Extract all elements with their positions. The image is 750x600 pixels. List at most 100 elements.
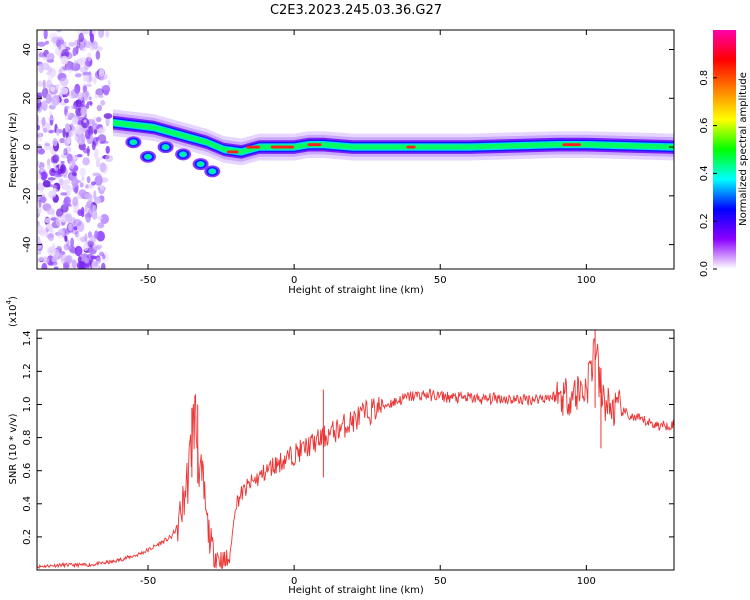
noise-speckle — [65, 123, 71, 133]
noise-speckle — [60, 55, 69, 65]
noise-speckle — [60, 153, 69, 159]
noise-speckle — [37, 80, 43, 87]
noise-speckle — [49, 110, 53, 118]
noise-speckle — [38, 63, 44, 74]
snr-line — [37, 337, 674, 570]
noise-speckle — [91, 181, 96, 186]
noise-speckle — [65, 146, 72, 153]
noise-speckle — [78, 32, 85, 43]
spectrogram-xlabel: Height of straight line (km) — [288, 285, 424, 296]
noise-speckle — [87, 231, 93, 239]
noise-speckle — [95, 50, 101, 60]
noise-speckle — [74, 73, 82, 78]
noise-speckle — [84, 129, 92, 140]
noise-speckle — [90, 255, 97, 260]
noise-speckle — [100, 214, 109, 224]
noise-speckle — [73, 226, 78, 231]
noise-speckle — [82, 85, 88, 93]
noise-speckle — [37, 103, 43, 113]
noise-speckle — [91, 210, 98, 220]
y-tick-label: 0.2 — [22, 529, 33, 545]
noise-speckle — [42, 256, 50, 264]
y-tick-label: -20 — [22, 188, 33, 204]
noise-speckle — [51, 95, 60, 106]
noise-speckle — [77, 134, 86, 140]
noise-speckle — [74, 63, 81, 71]
noise-speckle — [68, 244, 75, 253]
noise-speckle — [64, 213, 73, 223]
noise-speckle — [37, 124, 40, 131]
noise-speckle — [47, 117, 55, 121]
noise-speckle — [37, 259, 40, 264]
noise-speckle — [85, 83, 92, 87]
noise-speckle — [62, 261, 70, 269]
colorbar-tick-label: 0.8 — [699, 70, 710, 86]
noise-speckle — [100, 140, 109, 144]
noise-speckle — [50, 86, 56, 92]
noise-speckle — [71, 125, 75, 132]
noise-speckle — [88, 41, 96, 46]
noise-speckle — [63, 179, 71, 185]
noise-speckle — [68, 223, 73, 232]
noise-speckle — [60, 87, 69, 95]
noise-speckle — [62, 127, 66, 138]
x-tick-label: 100 — [577, 576, 596, 587]
noise-speckle — [37, 206, 42, 215]
noise-speckle — [44, 142, 51, 147]
noise-speckle — [96, 216, 103, 220]
noise-speckle — [49, 32, 58, 40]
noise-speckle — [99, 251, 104, 257]
snr-multiplier-base: (x10 — [8, 304, 19, 327]
branch-blob — [163, 145, 168, 149]
noise-speckle — [97, 173, 103, 185]
noise-speckle — [94, 230, 99, 239]
noise-speckle — [71, 171, 78, 177]
noise-speckle — [56, 30, 62, 33]
noise-speckle — [63, 41, 67, 47]
noise-speckle — [47, 246, 56, 256]
spectrogram-ylabel: Frequency (Hz) — [8, 112, 19, 188]
noise-speckle — [98, 30, 105, 39]
snr-ylabel: SNR (10 * v/v) — [8, 413, 19, 484]
noise-speckle — [59, 219, 66, 223]
noise-speckle — [83, 119, 87, 123]
noise-speckle — [63, 148, 68, 156]
noise-speckle — [78, 92, 82, 96]
noise-speckle — [78, 57, 88, 63]
noise-speckle — [82, 157, 90, 166]
noise-speckle — [66, 239, 70, 247]
noise-speckle — [47, 158, 51, 167]
noise-speckle — [95, 136, 100, 142]
ridge-core — [406, 145, 416, 149]
noise-speckle — [48, 97, 52, 102]
y-tick-label: -40 — [22, 236, 33, 252]
y-tick-label: 20 — [22, 92, 33, 105]
noise-speckle — [93, 148, 99, 160]
noise-speckle — [89, 133, 93, 139]
noise-speckle — [79, 182, 84, 188]
y-tick-label: 0.6 — [22, 463, 33, 479]
x-tick-label: -50 — [140, 576, 156, 587]
noise-speckle — [61, 183, 69, 191]
ridge-core — [307, 143, 322, 147]
noise-speckle — [66, 254, 73, 264]
ridge-core — [246, 145, 261, 149]
y-tick-label: 1.4 — [22, 330, 33, 346]
x-tick-label: 50 — [434, 275, 447, 286]
ridge-core — [226, 150, 239, 154]
noise-speckle — [43, 127, 48, 133]
noise-speckle — [91, 140, 96, 151]
noise-speckle — [94, 260, 99, 267]
noise-speckle — [105, 145, 110, 154]
noise-speckle — [73, 219, 82, 227]
noise-speckle — [71, 105, 77, 110]
ridge-band-layer — [113, 120, 674, 155]
figure-title: C2E3.2023.245.03.36.G27 — [270, 3, 442, 18]
noise-speckle — [72, 47, 77, 57]
noise-speckle — [47, 75, 54, 81]
snr-multiplier-close: ) — [8, 296, 19, 300]
noise-speckle — [66, 136, 72, 145]
noise-speckle — [38, 52, 46, 58]
noise-speckle — [46, 255, 55, 266]
noise-speckle — [46, 208, 55, 215]
